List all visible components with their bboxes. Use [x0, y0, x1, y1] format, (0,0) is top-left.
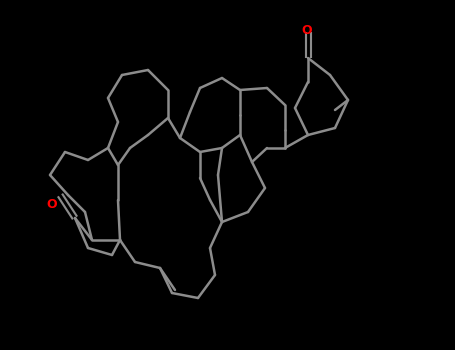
Text: O: O: [302, 23, 312, 36]
Text: O: O: [47, 198, 57, 211]
